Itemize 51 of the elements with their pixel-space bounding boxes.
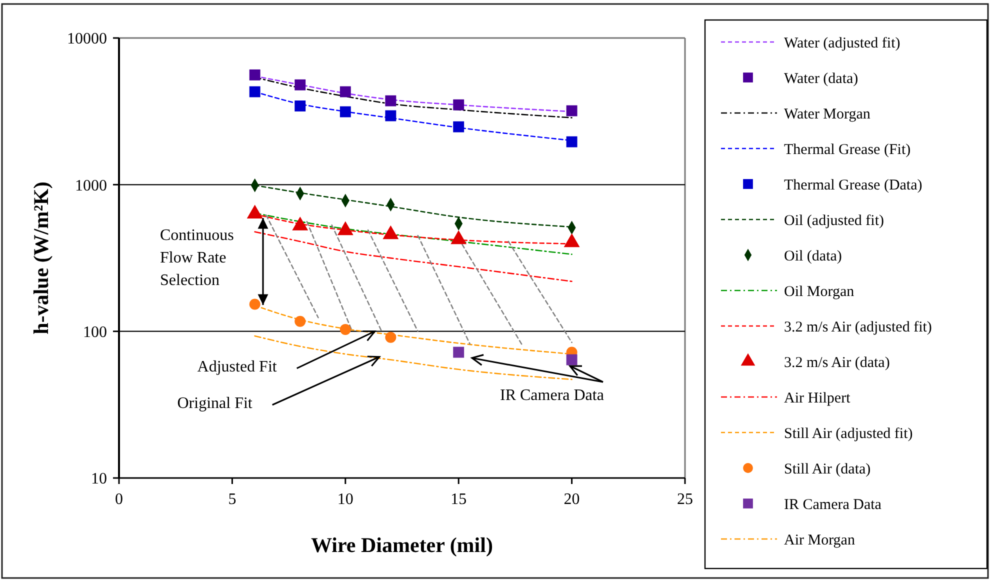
x-tick-label: 5	[228, 491, 236, 508]
point	[566, 354, 578, 366]
y-tick-label: 10000	[67, 30, 107, 48]
y-tick-label: 100	[83, 324, 107, 341]
legend-label: Air Hilpert	[784, 390, 852, 406]
point	[249, 298, 260, 310]
point	[294, 79, 306, 90]
point	[566, 105, 578, 116]
point	[385, 110, 396, 122]
y-tick-label: 1000	[75, 177, 107, 194]
point	[249, 69, 260, 80]
legend-label: Still Air (data)	[784, 461, 871, 478]
annotation: Original Fit	[177, 394, 253, 412]
legend-label: Thermal Grease (Data)	[784, 177, 922, 194]
annotation: Adjusted Fit	[197, 358, 278, 376]
x-tick-label: 25	[677, 491, 693, 508]
legend-label: Still Air (adjusted fit)	[784, 426, 913, 442]
point	[340, 324, 351, 335]
point	[453, 346, 464, 358]
point	[340, 86, 351, 98]
legend-label: Oil Morgan	[784, 284, 855, 300]
x-tick-label: 0	[115, 491, 123, 508]
legend-label: Water (data)	[784, 70, 858, 87]
x-axis-title: Wire Diameter (mil)	[311, 533, 493, 557]
x-tick-label: 15	[450, 491, 467, 508]
legend-label: 3.2 m/s Air (adjusted fit)	[784, 319, 932, 336]
point	[249, 86, 260, 98]
point	[453, 121, 464, 132]
line-series	[254, 335, 572, 380]
point	[385, 332, 396, 343]
point	[340, 106, 351, 118]
point	[566, 136, 578, 148]
legend-label: Air Morgan	[784, 532, 856, 548]
point	[385, 95, 396, 106]
legend-label: IR Camera Data	[784, 496, 882, 513]
line-series	[254, 231, 572, 282]
y-tick-label: 10	[91, 470, 107, 488]
y-axis-title: h-value (W/m²K)	[29, 182, 53, 334]
annotation: Continuous Flow Rate Selection	[160, 227, 234, 289]
legend-label: Water Morgan	[784, 106, 871, 122]
point	[294, 316, 306, 327]
legend-label: Oil (adjusted fit)	[784, 212, 884, 229]
legend-label: Water (adjusted fit)	[784, 35, 900, 52]
legend-label: Thermal Grease (Fit)	[784, 142, 911, 158]
annotation: IR Camera Data	[500, 387, 604, 404]
legend-label: Oil (data)	[784, 248, 842, 264]
x-tick-label: 20	[564, 491, 580, 508]
legend-label: 3.2 m/s Air (data)	[784, 354, 890, 371]
point	[453, 99, 464, 110]
x-tick-label: 10	[337, 491, 354, 508]
point	[294, 100, 306, 112]
